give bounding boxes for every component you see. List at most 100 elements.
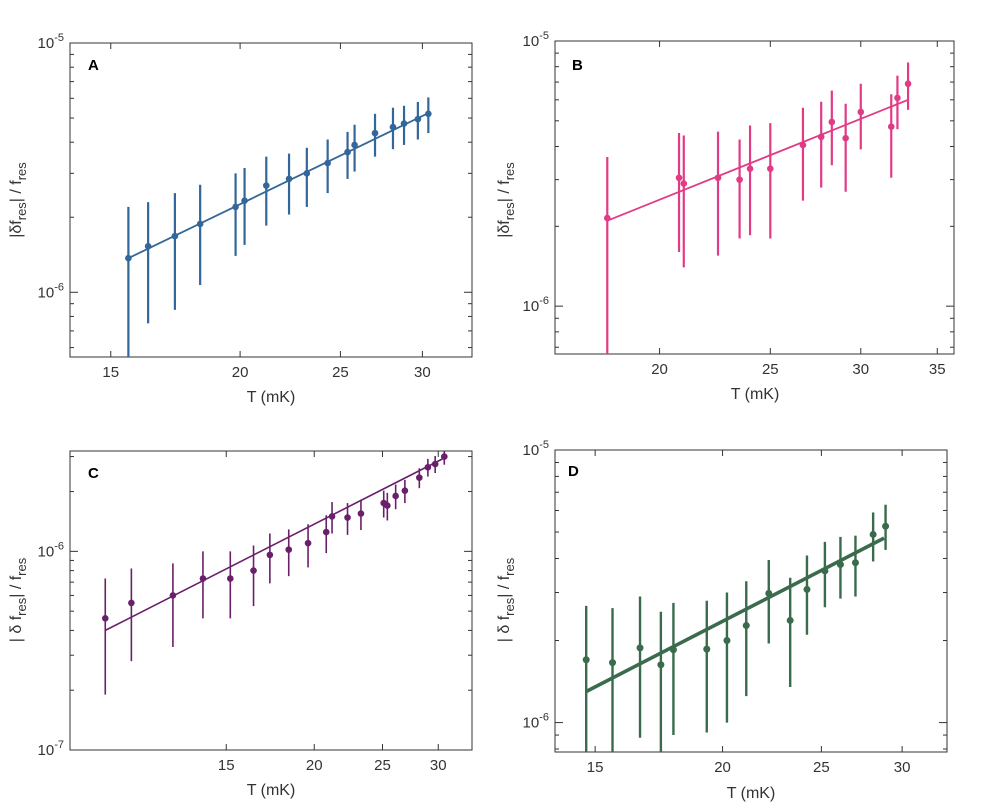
x-tick-label: 25 [332,364,349,381]
panel-d: 15 20 25 30 10-6 10-5 D T (mK) | δ fres| / f… [496,439,948,802]
data-point [887,123,895,131]
data-point [424,463,432,471]
data-point [836,561,844,569]
fit-line [127,112,428,260]
x-tick-label: 15 [102,364,119,381]
data-marks [101,451,448,695]
data-point [882,522,890,530]
panel-label: C [88,465,99,482]
data-point [414,115,422,123]
data-point [344,514,351,521]
y-axis-label: |δfres| / fres [496,162,517,238]
data-point [799,141,807,149]
y-tick-label: 10-7 [38,739,64,759]
x-axis-label: T (mK) [247,389,296,406]
data-point [226,575,234,582]
fit-line [606,98,909,222]
y-tick-label: 10-6 [38,540,64,560]
data-point [680,180,688,187]
data-point [303,170,311,177]
x-tick-label: 15 [587,759,604,776]
panel-c: 15 20 25 30 10-7 10-6 C T (mK) | δ fres| / f… [8,450,473,799]
axes-frame [69,450,473,751]
x-tick-label: 30 [852,361,869,378]
x-tick-label: 25 [762,361,779,378]
y-ticks: 10-6 10-5 [523,30,954,348]
y-ticks: 10-6 10-5 [38,32,472,349]
data-point [657,661,665,669]
panel-label: B [572,57,583,74]
data-point [144,242,152,250]
data-point [128,599,135,607]
data-point [262,182,270,189]
data-point [703,645,711,653]
data-point [441,453,448,460]
panel-b: 20 25 30 35 10-6 10-5 B T (mK) |δfres| / fre… [496,30,955,403]
panel-label: D [568,463,579,480]
x-ticks: 15 20 25 30 [102,43,431,381]
data-point [669,646,677,654]
data-point [384,502,391,509]
data-point [232,203,239,211]
data-point [322,528,330,536]
data-point [171,232,179,240]
y-axis-label: | δ fres| / fres [496,557,517,642]
fit-line [104,457,445,632]
data-point [746,165,754,172]
y-tick-label: 10-6 [523,295,549,315]
x-tick-label: 25 [374,757,391,774]
x-tick-label: 20 [232,364,249,381]
data-point [196,220,204,228]
panel-label: A [88,57,99,74]
data-point [609,659,617,667]
data-point [101,615,109,622]
x-tick-label: 30 [894,759,911,776]
y-axis-label: | δ fres| / fres [8,557,29,642]
data-marks [582,504,890,752]
x-axis-label: T (mK) [727,785,776,802]
x-axis-label: T (mK) [731,386,780,403]
data-point [723,637,731,645]
x-ticks: 20 25 30 35 [651,41,946,378]
data-point [357,510,365,517]
data-point [675,174,683,182]
x-tick-label: 30 [430,757,447,774]
data-point [125,254,132,262]
y-tick-label: 10-5 [38,32,64,52]
data-point [842,134,849,142]
data-point [869,530,877,538]
x-tick-label: 20 [306,757,323,774]
data-point [400,120,408,127]
data-point [904,80,912,88]
x-tick-label: 25 [813,759,830,776]
axes-frame [69,42,473,358]
data-point [894,94,901,102]
data-point [714,174,722,182]
data-point [817,133,825,141]
data-point [285,175,293,183]
data-point [425,110,432,118]
data-point [199,575,207,582]
data-point [431,460,439,468]
data-point [250,567,257,574]
y-axis-label: |δfres| / fres [8,162,29,238]
y-ticks: 10-6 10-5 [523,439,947,750]
data-point [169,592,177,599]
axes-frame [554,449,948,753]
data-point [742,622,750,630]
data-point [857,108,865,116]
data-point [266,551,274,559]
data-point [582,656,590,664]
data-point [767,165,774,172]
data-point [851,559,859,567]
y-tick-label: 10-5 [523,439,549,459]
data-point [344,148,351,156]
x-tick-label: 30 [414,364,431,381]
x-tick-label: 15 [218,757,235,774]
axes-frame [554,40,955,355]
data-point [324,159,331,167]
y-tick-label: 10-6 [38,281,64,301]
data-point [285,546,293,553]
data-point [328,513,336,520]
